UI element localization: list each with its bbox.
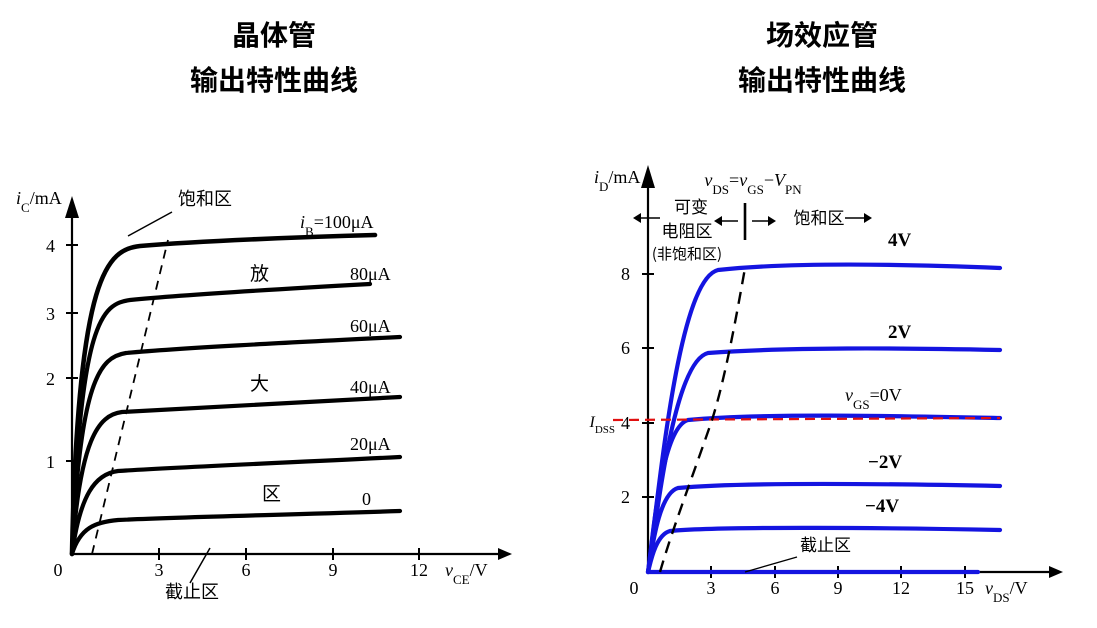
svg-text:大: 大 <box>250 369 269 396</box>
svg-text:2V: 2V <box>888 322 912 343</box>
svg-text:60μA: 60μA <box>350 316 391 336</box>
svg-text:区: 区 <box>262 479 281 506</box>
svg-text:80μA: 80μA <box>350 264 391 284</box>
svg-text:40μA: 40μA <box>350 377 391 397</box>
svg-text:电阻区: 电阻区 <box>662 217 713 242</box>
svg-text:3: 3 <box>155 560 164 580</box>
svg-text:4V: 4V <box>888 230 912 251</box>
svg-text:2: 2 <box>621 487 630 507</box>
svg-text:−4V: −4V <box>865 496 899 517</box>
svg-text:9: 9 <box>834 578 843 598</box>
svg-text:截止区: 截止区 <box>165 578 219 604</box>
svg-text:12: 12 <box>410 560 428 580</box>
svg-text:1: 1 <box>46 452 55 472</box>
svg-text:输出特性曲线: 输出特性曲线 <box>190 59 358 99</box>
svg-text:饱和区: 饱和区 <box>794 204 845 229</box>
svg-text:15: 15 <box>956 578 974 598</box>
svg-text:12: 12 <box>892 578 910 598</box>
svg-text:4: 4 <box>621 413 630 433</box>
svg-text:8: 8 <box>621 264 630 284</box>
svg-text:晶体管: 晶体管 <box>232 14 316 54</box>
svg-text:放: 放 <box>250 259 269 286</box>
svg-text:20μA: 20μA <box>350 434 391 454</box>
svg-text:−2V: −2V <box>868 452 902 473</box>
svg-text:6: 6 <box>621 338 630 358</box>
svg-text:2: 2 <box>46 369 55 389</box>
svg-text:3: 3 <box>707 578 716 598</box>
svg-text:(非饱和区): (非饱和区) <box>652 243 722 264</box>
svg-text:可变: 可变 <box>674 193 708 218</box>
svg-text:0: 0 <box>362 489 371 509</box>
svg-text:饱和区: 饱和区 <box>178 185 232 211</box>
svg-text:场效应管: 场效应管 <box>766 14 878 54</box>
svg-text:6: 6 <box>242 560 251 580</box>
svg-text:9: 9 <box>329 560 338 580</box>
svg-text:0: 0 <box>54 560 63 580</box>
svg-text:输出特性曲线: 输出特性曲线 <box>738 59 906 99</box>
svg-text:6: 6 <box>771 578 780 598</box>
svg-text:4: 4 <box>46 236 55 256</box>
svg-text:3: 3 <box>46 304 55 324</box>
svg-text:0: 0 <box>630 578 639 598</box>
svg-text:截止区: 截止区 <box>800 531 851 556</box>
